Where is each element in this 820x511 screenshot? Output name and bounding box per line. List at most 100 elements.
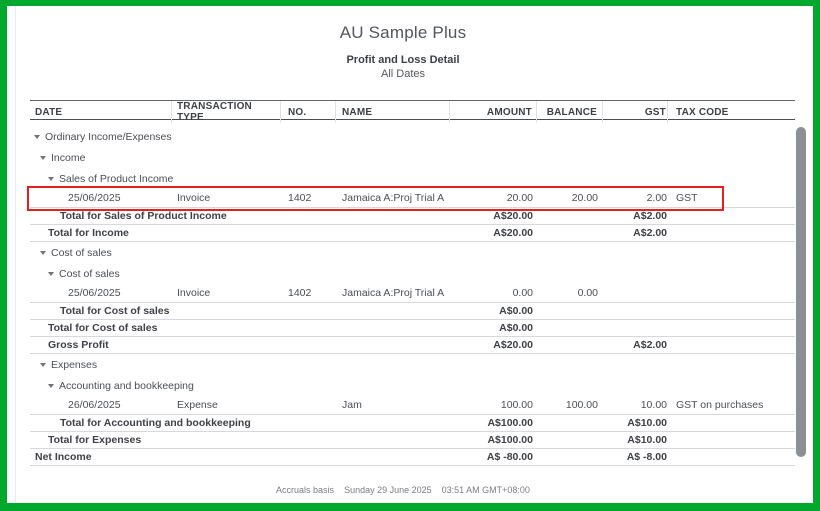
cell-date: Expenses	[30, 359, 172, 371]
row-label: Ordinary Income/Expenses	[45, 130, 172, 143]
table-row: Total for Cost of sales A$0.00	[30, 320, 795, 337]
cell-date: Gross Profit	[30, 339, 172, 351]
table-header-row: DATE TRANSACTION TYPE NO. NAME AMOUNT BA…	[30, 100, 795, 123]
cell-gst: A$10.00	[627, 434, 667, 446]
cell-amount: 0.00	[512, 287, 533, 299]
cell-date: Total for Cost of sales	[30, 305, 172, 317]
cell-date: Income	[30, 152, 172, 164]
row-label: Total for Expenses	[48, 434, 142, 446]
report-date-range: All Dates	[380, 68, 426, 80]
left-margin-line	[15, 6, 16, 503]
table-row[interactable]: Sales of Product Income	[30, 168, 795, 189]
cell-transaction-type: Invoice	[177, 192, 211, 204]
row-label: Accounting and bookkeeping	[59, 379, 194, 392]
cell-transaction-type: Expense	[177, 399, 218, 411]
table-row: Total for Expenses A$100.00 A$10.00	[30, 432, 795, 449]
cell-name: Jam	[342, 399, 362, 411]
table-row[interactable]: 25/06/2025 Invoice 1402 Jamaica A:Proj T…	[30, 189, 795, 208]
row-label: Expenses	[51, 358, 98, 371]
row-label: Net Income	[35, 451, 92, 463]
row-label: Cost of sales	[59, 267, 120, 280]
cell-amount: A$0.00	[499, 322, 533, 334]
row-label: 26/06/2025	[68, 399, 121, 411]
collapse-triangle-icon[interactable]	[34, 134, 40, 139]
table-row[interactable]: Expenses	[30, 354, 795, 375]
cell-date: Total for Sales of Product Income	[30, 210, 227, 222]
table-row: Total for Accounting and bookkeeping A$1…	[30, 415, 795, 432]
cell-name: Jamaica A:Proj Trial A	[342, 287, 445, 299]
cell-no: 1402	[288, 287, 312, 299]
collapse-triangle-icon[interactable]	[48, 383, 54, 388]
collapse-triangle-icon[interactable]	[48, 176, 54, 181]
cell-gst: A$2.00	[633, 227, 667, 239]
cell-amount: A$20.00	[493, 227, 533, 239]
row-label: Total for Sales of Product Income	[60, 210, 227, 222]
table-row: Net Income A$ -80.00 A$ -8.00	[30, 449, 795, 466]
col-header-balance: BALANCE	[537, 101, 603, 123]
cell-gst: 2.00	[646, 192, 667, 204]
cell-amount: 20.00	[506, 192, 533, 204]
col-header-name: NAME	[336, 101, 450, 123]
cell-tax-code: GST on purchases	[676, 399, 764, 411]
cell-no: 1402	[288, 192, 312, 204]
row-label: 25/06/2025	[68, 287, 121, 299]
row-label: Total for Cost of sales	[60, 305, 170, 317]
collapse-triangle-icon[interactable]	[40, 155, 46, 160]
collapse-triangle-icon[interactable]	[40, 250, 46, 255]
cell-balance: 100.00	[565, 399, 598, 411]
company-name: AU Sample Plus	[339, 23, 467, 42]
col-header-date: DATE	[30, 101, 172, 123]
cell-gst: 10.00	[640, 399, 667, 411]
cell-date: 26/06/2025	[30, 399, 172, 411]
table-row[interactable]: Income	[30, 147, 795, 168]
cell-gst: A$2.00	[633, 339, 667, 351]
row-label: Total for Income	[48, 227, 129, 239]
col-header-transaction-type: TRANSACTION TYPE	[172, 101, 281, 123]
row-label: Cost of sales	[51, 246, 112, 259]
cell-amount: A$100.00	[487, 417, 533, 429]
col-header-amount: AMOUNT	[450, 101, 537, 123]
table-row: Gross Profit A$20.00 A$2.00	[30, 337, 795, 354]
table-row[interactable]: Cost of sales	[30, 242, 795, 263]
cell-balance: 20.00	[571, 192, 598, 204]
row-label: Total for Accounting and bookkeeping	[60, 417, 251, 429]
col-header-no: NO.	[281, 101, 336, 123]
cell-date: Cost of sales	[30, 247, 172, 259]
cell-gst: A$2.00	[633, 210, 667, 222]
collapse-triangle-icon[interactable]	[40, 362, 46, 367]
row-label: Total for Cost of sales	[48, 322, 158, 334]
cell-gst: A$ -8.00	[626, 451, 667, 463]
report-rows: Ordinary Income/Expenses Income Sales of…	[30, 120, 795, 466]
footer-time: 03:51 AM GMT+08:00	[441, 485, 530, 495]
cell-amount: A$20.00	[493, 339, 533, 351]
table-row[interactable]: Ordinary Income/Expenses	[30, 126, 795, 147]
cell-gst: A$10.00	[627, 417, 667, 429]
cell-date: Sales of Product Income	[30, 172, 174, 185]
cell-amount: 100.00	[500, 399, 533, 411]
row-label: Sales of Product Income	[59, 172, 174, 185]
row-label: 25/06/2025	[68, 192, 121, 204]
table-row[interactable]: 25/06/2025 Invoice 1402 Jamaica A:Proj T…	[30, 284, 795, 303]
table-row: Total for Income A$20.00 A$2.00	[30, 225, 795, 242]
cell-date: Accounting and bookkeeping	[30, 380, 194, 392]
footer-accounting-basis: Accruals basis	[276, 485, 335, 495]
table-row[interactable]: Accounting and bookkeeping	[30, 375, 795, 396]
table-row: Total for Cost of sales A$0.00	[30, 303, 795, 320]
table-row[interactable]: Cost of sales	[30, 263, 795, 284]
table-row[interactable]: 26/06/2025 Expense Jam 100.00 100.00 10.…	[30, 396, 795, 415]
cell-date: 25/06/2025	[30, 287, 172, 299]
col-header-gst: GST	[603, 101, 668, 123]
table-row: Total for Sales of Product Income A$20.0…	[30, 208, 795, 225]
report-title: Profit and Loss Detail	[346, 54, 460, 66]
cell-tax-code: GST	[676, 192, 698, 204]
cell-date: Ordinary Income/Expenses	[30, 131, 172, 143]
cell-date: Total for Cost of sales	[30, 322, 172, 334]
cell-transaction-type: Invoice	[177, 287, 211, 299]
cell-date: Total for Income	[30, 227, 172, 239]
cell-date: 25/06/2025	[30, 192, 172, 204]
report-table: DATE TRANSACTION TYPE NO. NAME AMOUNT BA…	[30, 100, 795, 466]
collapse-triangle-icon[interactable]	[48, 271, 54, 276]
vertical-scrollbar-thumb[interactable]	[796, 127, 806, 457]
col-header-tax-code: TAX CODE	[676, 106, 729, 118]
